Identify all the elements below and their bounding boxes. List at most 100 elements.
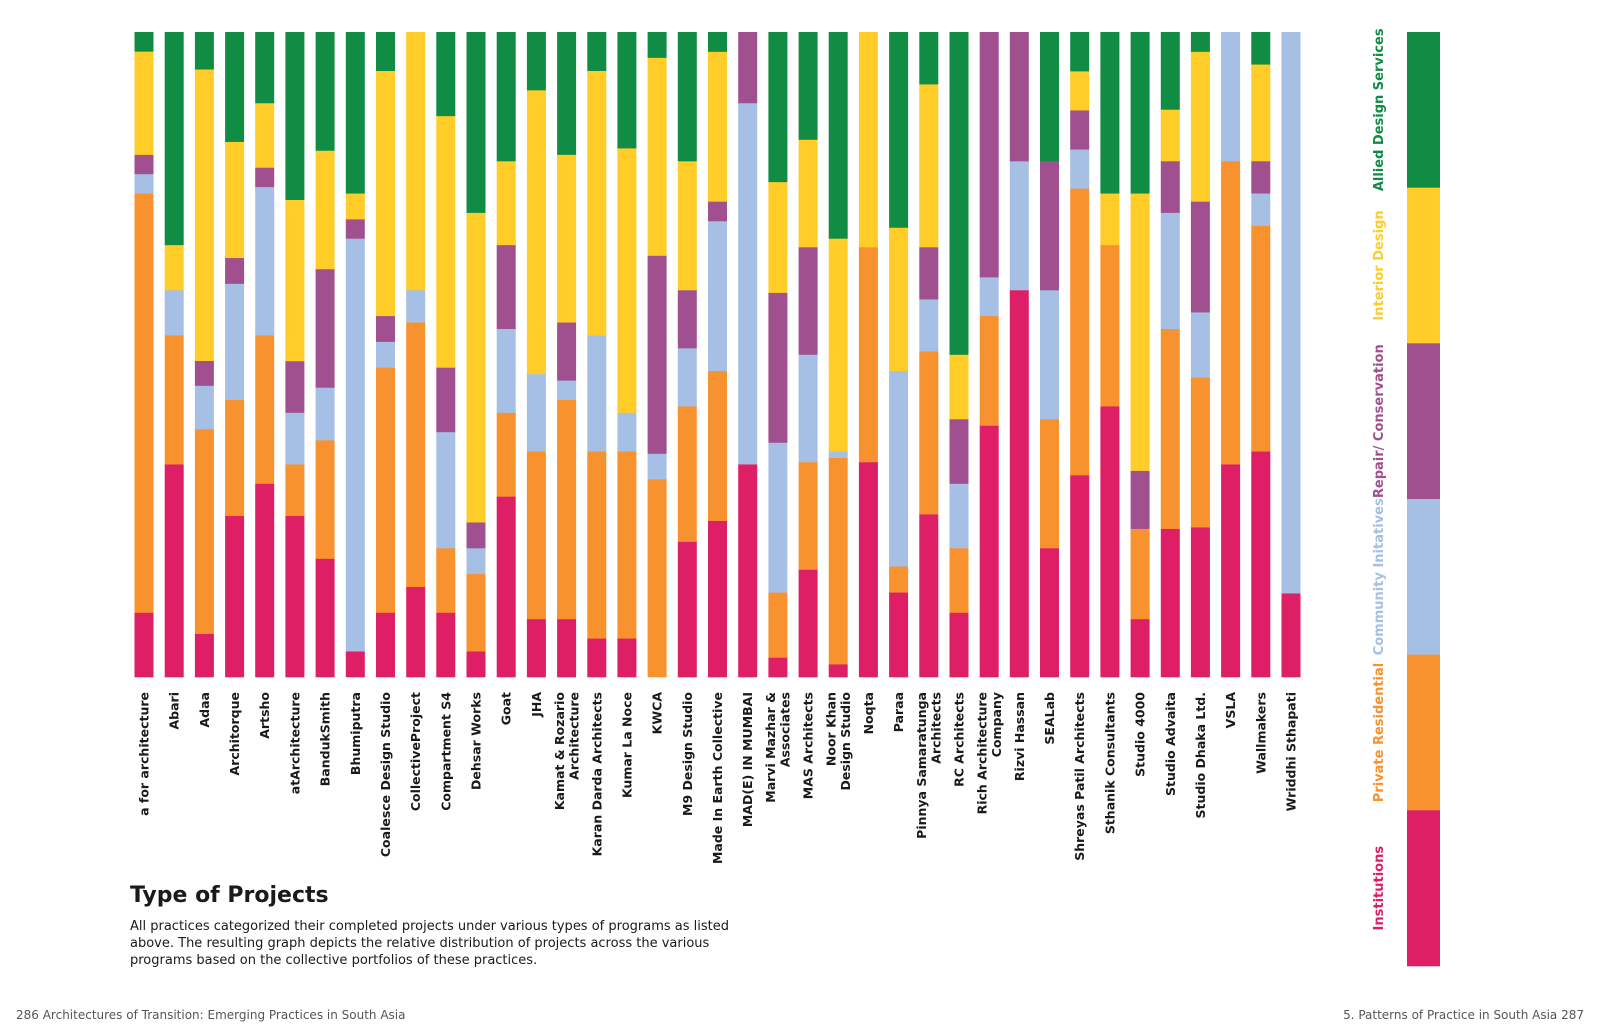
bar-segment-shreyas-patil-architects-repair-conservation: [1070, 110, 1090, 150]
category-label-vsla: VSLA: [1223, 692, 1238, 729]
category-label-karan-darda-architects: Karan Darda Architects: [589, 692, 604, 856]
bar-segment-studio-advaita-interior-design: [1160, 109, 1180, 162]
bar-segment-jha-allied-design-services: [526, 32, 546, 91]
bar-segment-kwca-repair-conservation: [647, 255, 667, 454]
bar-segment-m9-design-studio-private-residential: [677, 406, 697, 542]
category-label-dehsar-works: Dehsar Works: [469, 692, 484, 790]
bar-segment-coalesce-design-studio-institutions: [376, 612, 395, 678]
legend-label-private-residential: Private Residential: [1372, 663, 1387, 803]
bar-segment-adaa-allied-design-services: [194, 32, 214, 70]
bar-segment-goat-institutions: [496, 496, 516, 678]
category-label-banduksmith: BandukSmith: [318, 692, 333, 786]
bar-segment-atarchitecture-interior-design: [285, 199, 305, 362]
bar-segment-collectiveproject-institutions: [406, 586, 426, 678]
bar-segment-dehsar-works-interior-design: [466, 212, 486, 523]
bar-segment-sealab-institutions: [1040, 548, 1059, 678]
category-label-atarchitecture: atArchitecture: [287, 692, 302, 794]
bar-segment-collectiveproject-community-initatives: [406, 290, 426, 323]
bar-segment-studio-dhaka-ltd-allied-design-services: [1190, 32, 1210, 52]
bar-segment-karan-darda-architects-allied-design-services: [587, 32, 607, 71]
bar-segment-noqta-interior-design: [858, 32, 878, 248]
bar-segment-m9-design-studio-allied-design-services: [677, 32, 697, 162]
category-label-marvi-mazhar-associates: Marvi Mazhar &Associates: [763, 692, 793, 803]
bar-segment-vsla-community-initatives: [1221, 32, 1241, 162]
category-label-rich-architecture-company: Rich ArchitectureCompany: [974, 692, 1004, 814]
bar-segment-jha-institutions: [526, 618, 546, 678]
bar-segment-adaa-institutions: [194, 633, 214, 678]
bar-segment-kamat-rozario-architecture-community-initatives: [557, 380, 577, 400]
bar-segment-sealab-allied-design-services: [1040, 32, 1059, 162]
bar-segment-collectiveproject-private-residential: [406, 322, 426, 587]
category-label-jha: JHA: [529, 692, 544, 718]
bar-segment-pinnya-samaratunga-architects-interior-design: [919, 84, 939, 248]
category-label-studio-dhaka-ltd: Studio Dhaka Ltd.: [1193, 692, 1208, 819]
bar-segment-coalesce-design-studio-repair-conservation: [376, 315, 395, 342]
category-label-mad-e-in-mumbai: MAD(E) IN MUMBAI: [740, 692, 755, 827]
bar-segment-marvi-mazhar-associates-allied-design-services: [768, 32, 788, 183]
bar-segment-compartment-s4-interior-design: [436, 115, 456, 368]
bar-segment-mas-architects-private-residential: [798, 462, 818, 570]
legend-label-community-initatives: Community Initatives: [1372, 498, 1387, 655]
bar-segment-marvi-mazhar-associates-private-residential: [768, 592, 788, 658]
category-label-pinnya-samaratunga-architects: Pinnya SamaratungaArchitects: [914, 692, 944, 839]
bar-segment-a-for-architecture-community-initatives: [134, 173, 154, 194]
bar-segment-sthanik-consultants-allied-design-services: [1100, 32, 1120, 194]
bar-segment-artsho-institutions: [255, 483, 275, 678]
bar-segment-m9-design-studio-community-initatives: [677, 348, 697, 407]
bar-segment-compartment-s4-repair-conservation: [436, 367, 456, 433]
bar-segment-rich-architecture-company-repair-conservation: [979, 32, 999, 278]
bar-segment-coalesce-design-studio-allied-design-services: [376, 32, 395, 71]
category-label-noor-khan-design-studio: Noor KhanDesign Studio: [823, 692, 853, 791]
bar-segment-pinnya-samaratunga-architects-community-initatives: [919, 299, 939, 352]
bar-segment-banduksmith-interior-design: [315, 150, 335, 270]
bar-segment-bhumiputra-community-initatives: [345, 238, 365, 652]
bar-segment-wallmakers-community-initatives: [1251, 193, 1271, 226]
bar-segment-studio-dhaka-ltd-institutions: [1190, 527, 1210, 678]
bar-segment-studio-advaita-institutions: [1160, 528, 1180, 678]
bar-segment-kamat-rozario-architecture-private-residential: [557, 399, 577, 620]
bar-segment-shreyas-patil-architects-institutions: [1070, 475, 1090, 678]
bar-segment-studio-4000-repair-conservation: [1130, 470, 1150, 529]
bar-segment-artsho-interior-design: [255, 102, 275, 168]
bar-segment-studio-dhaka-ltd-repair-conservation: [1190, 201, 1210, 313]
bar-segment-studio-4000-interior-design: [1130, 193, 1150, 471]
bar-segment-pinnya-samaratunga-architects-private-residential: [919, 351, 939, 515]
bar-segment-m9-design-studio-repair-conservation: [677, 290, 697, 349]
legend-label-interior-design: Interior Design: [1372, 210, 1387, 320]
bar-segment-mas-architects-repair-conservation: [798, 247, 818, 355]
bar-segment-studio-4000-institutions: [1130, 618, 1150, 678]
bar-segment-kwca-private-residential: [647, 479, 667, 678]
bar-segment-sealab-community-initatives: [1040, 290, 1059, 420]
bar-segment-adaa-community-initatives: [194, 385, 214, 430]
category-label-coalesce-design-studio: Coalesce Design Studio: [378, 692, 393, 858]
bar-segment-architorque-interior-design: [225, 141, 245, 259]
category-labels-group: a for architecture Abari Adaa Architorque Ar…: [137, 692, 1299, 864]
bar-segment-wallmakers-private-residential: [1251, 225, 1271, 452]
page-title: Type of Projects: [130, 883, 329, 908]
legend-swatch-community-initatives: [1407, 499, 1440, 655]
bar-segment-goat-private-residential: [496, 412, 516, 497]
bar-segment-karan-darda-architects-interior-design: [587, 70, 607, 336]
bar-segment-atarchitecture-allied-design-services: [285, 32, 305, 200]
category-label-shreyas-patil-architects: Shreyas Patil Architects: [1072, 692, 1087, 861]
bar-segment-collectiveproject-interior-design: [406, 32, 426, 291]
category-label-studio-advaita: Studio Advaita: [1163, 692, 1178, 796]
category-label-made-in-earth-collective: Made In Earth Collective: [710, 692, 725, 864]
bar-segment-atarchitecture-institutions: [285, 515, 305, 678]
bar-segment-rc-architects-private-residential: [949, 548, 969, 613]
bar-segment-kumar-la-noce-institutions: [617, 638, 637, 678]
bar-segment-marvi-mazhar-associates-repair-conservation: [768, 292, 788, 443]
bar-segment-artsho-community-initatives: [255, 186, 275, 336]
category-label-rc-architects: RC Architects: [952, 692, 967, 787]
bar-segment-banduksmith-allied-design-services: [315, 32, 335, 151]
bar-segment-artsho-private-residential: [255, 335, 275, 484]
category-label-sealab: SEALab: [1042, 692, 1057, 745]
bar-segment-architorque-community-initatives: [225, 283, 245, 400]
bar-segment-kamat-rozario-architecture-allied-design-services: [557, 32, 577, 155]
bar-segment-rich-architecture-company-community-initatives: [979, 277, 999, 317]
bar-segment-kumar-la-noce-interior-design: [617, 148, 637, 413]
legend-label-allied-design-services: Allied Design Services: [1372, 28, 1387, 191]
bar-segment-kumar-la-noce-allied-design-services: [617, 32, 637, 149]
bar-segment-banduksmith-institutions: [315, 558, 335, 678]
bar-segment-mas-architects-community-initatives: [798, 354, 818, 463]
